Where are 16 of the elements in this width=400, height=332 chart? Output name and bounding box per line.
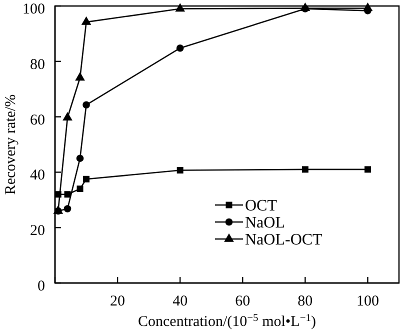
y-tick-label: 40 xyxy=(30,168,45,184)
y-tick-label: 60 xyxy=(30,112,45,128)
y-tick-label: 20 xyxy=(30,223,45,240)
x-axis-title: Concentration/(10$^{−5}$ mol•L$^{−1}$) xyxy=(138,312,316,330)
y-axis-title: Recovery rate/% xyxy=(3,94,19,195)
legend-label: NaOL xyxy=(245,214,285,232)
y-tick-label: 80 xyxy=(30,56,45,73)
y-tick-label: 0 xyxy=(38,278,45,294)
x-tick-label: 20 xyxy=(110,294,126,310)
y-tick-label: 100 xyxy=(22,2,45,18)
x-tick-label: 100 xyxy=(356,294,379,310)
legend-label: NaOL-OCT xyxy=(245,232,323,249)
legend-label: OCT xyxy=(245,198,278,215)
x-tick-label: 80 xyxy=(298,294,313,310)
x-tick-label: 40 xyxy=(172,294,188,310)
x-tick-label: 60 xyxy=(235,294,250,310)
